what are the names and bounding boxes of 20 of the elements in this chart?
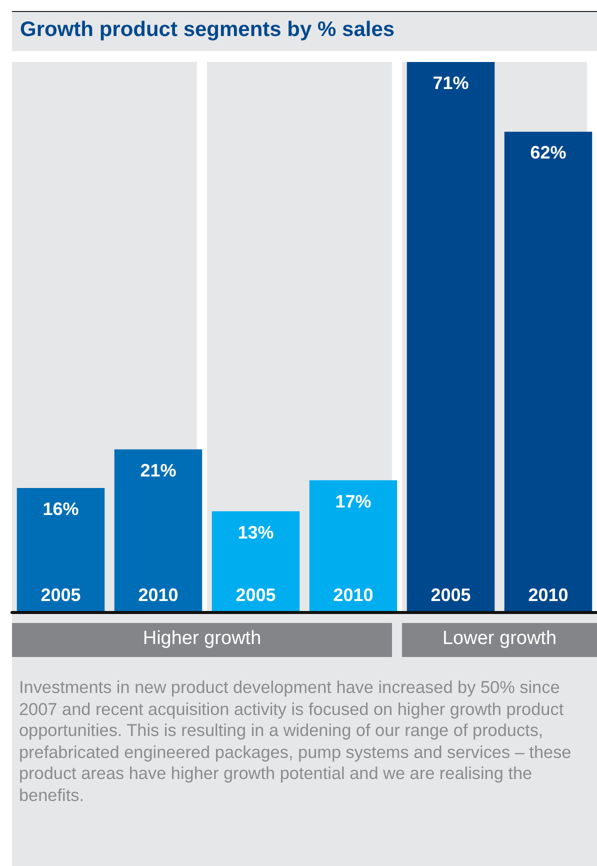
data-label: 13%	[238, 522, 274, 542]
bar	[309, 480, 398, 612]
chart-title: Growth product segments by % sales	[12, 11, 597, 51]
x-tick-label: 2005	[40, 585, 81, 605]
data-label: 62%	[530, 142, 566, 163]
text: Lower growth	[402, 623, 597, 657]
bar	[16, 488, 105, 612]
x-tick-label: 2005	[236, 585, 276, 605]
data-label: 17%	[335, 491, 372, 512]
x-tick-label: 2010	[528, 585, 568, 605]
bar	[114, 449, 202, 612]
bar	[212, 511, 300, 612]
data-label: 71%	[432, 73, 469, 93]
x-tick-label: 2010	[333, 585, 374, 605]
x-tick-label: 2005	[430, 585, 471, 605]
text: Higher growth	[12, 623, 392, 657]
x-tick-label: 2010	[138, 585, 178, 605]
text: Investments in new product development have increased by 50% since 2007 and recent acquisition activity is focused on higher growth product opportunities. This is resulting in a widening of our range of products, prefabricated engineered packages, pump systems and services – these product areas have higher growth potential and we are realising the benefits.	[19, 677, 572, 806]
data-label: 16%	[42, 499, 79, 520]
data-label: 21%	[140, 460, 176, 480]
